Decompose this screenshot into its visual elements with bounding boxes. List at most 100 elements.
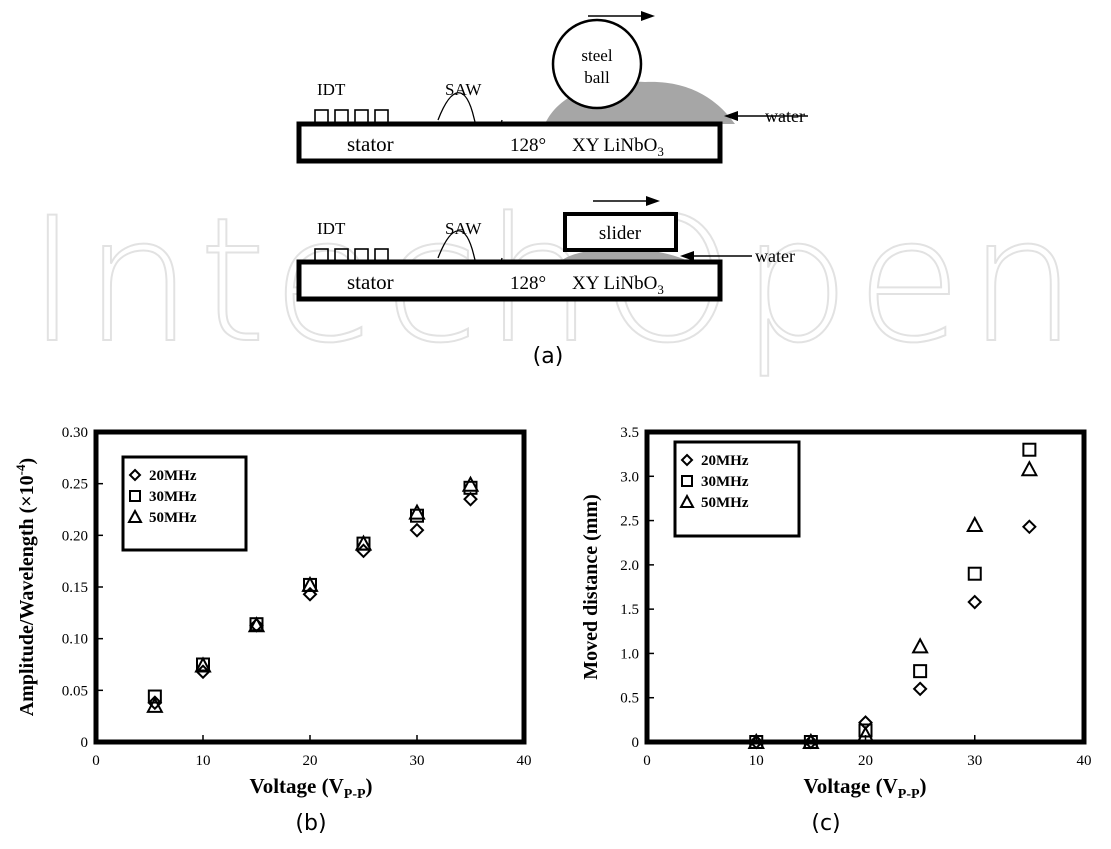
idt-label: IDT <box>317 80 346 99</box>
y-tick-label: 3.5 <box>620 425 639 441</box>
x-ticks: 0 10 20 30 40 <box>643 735 1092 769</box>
legend-label: 20MHz <box>701 453 749 469</box>
water-label: water <box>755 246 795 266</box>
legend-marker-diamond <box>128 468 142 482</box>
data-point-diamond <box>912 681 928 697</box>
y-tick-label: 0.30 <box>62 425 88 441</box>
caption-b: (b) <box>295 811 326 836</box>
y-axis-label-text: Amplitude/Wavelength (×10 <box>16 475 38 716</box>
x-tick-label: 40 <box>1077 753 1092 769</box>
slider-label: slider <box>599 223 642 244</box>
data-point-square <box>1022 442 1037 457</box>
stator-label: stator <box>347 270 394 294</box>
x-tick-label: 0 <box>643 753 651 769</box>
legend-label: 30MHz <box>701 474 749 490</box>
data-point-square <box>858 723 873 738</box>
y-axis-label-close: ) <box>16 458 38 465</box>
motion-arrowhead <box>641 11 655 21</box>
data-point-square <box>913 664 928 679</box>
x-tick-label: 30 <box>967 753 982 769</box>
y-axis-label: Moved distance (mm) <box>580 494 602 680</box>
legend-marker-triangle <box>679 493 695 508</box>
data-point-diamond <box>967 594 983 610</box>
y-tick-label: 0.10 <box>62 632 88 648</box>
x-tick-label: 0 <box>92 753 100 769</box>
crystal-label: XY LiNbO3 <box>572 135 664 159</box>
legend-marker-square <box>129 490 141 502</box>
legend-marker-diamond <box>680 453 694 467</box>
x-axis-label-close: ) <box>366 774 373 798</box>
y-tick-label: 1.5 <box>620 602 639 618</box>
x-axis-label-subscript: P-P <box>898 787 920 802</box>
chart-moved-distance: 0 0.5 1.0 1.5 2.0 2.5 3.0 3.5 0 10 20 30 40 20MHz 30… <box>580 425 1092 836</box>
y-tick-label: 1.0 <box>620 646 639 662</box>
data-point-triangle <box>194 656 212 673</box>
angle-label: 128° <box>510 273 546 294</box>
y-tick-label: 0.20 <box>62 528 88 544</box>
steel-ball <box>551 18 643 110</box>
x-axis-label-text: Voltage (V <box>803 774 897 798</box>
x-tick-label: 10 <box>196 753 211 769</box>
data-point-triangle <box>1020 460 1039 477</box>
legend-label: 50MHz <box>701 495 749 511</box>
legend-box <box>673 440 801 538</box>
stator-block <box>296 259 723 302</box>
data-point-triangle <box>747 732 765 749</box>
ball-label-line1: steel <box>581 46 612 65</box>
data-points <box>146 475 480 713</box>
stator-label: stator <box>347 132 394 156</box>
data-point-triangle <box>966 515 984 532</box>
y-axis-label: Amplitude/Wavelength (×10-4) <box>13 458 38 716</box>
chart-amplitude: 0 0.05 0.10 0.15 0.20 0.25 0.30 0 10 20 30 40 20MH… <box>13 425 532 836</box>
data-point-triangle <box>461 475 480 492</box>
y-ticks: 0 0.05 0.10 0.15 0.20 0.25 0.30 <box>62 425 103 751</box>
water-label: water <box>765 106 805 126</box>
x-axis-label: Voltage (VP-P) <box>249 774 372 802</box>
data-point-triangle <box>856 725 875 742</box>
legend-label: 20MHz <box>149 468 197 484</box>
caption-c: (c) <box>811 811 840 836</box>
x-axis-label-subscript: P-P <box>344 787 366 802</box>
data-point-triangle <box>301 575 319 592</box>
crystal-label: XY LiNbO3 <box>572 273 664 297</box>
x-tick-label: 20 <box>303 753 318 769</box>
data-point-triangle <box>408 503 426 520</box>
legend-label: 50MHz <box>149 510 197 526</box>
data-point-triangle <box>146 696 164 713</box>
data-point-diamond <box>356 543 371 559</box>
data-point-square <box>967 566 982 581</box>
slider-block <box>563 212 678 252</box>
water-pointer-head <box>680 251 694 261</box>
legend-label: 30MHz <box>149 489 197 505</box>
x-ticks: 0 10 20 30 40 <box>92 735 532 769</box>
stator-block <box>296 121 723 164</box>
legend: 20MHz 30MHz 50MHz <box>121 455 248 552</box>
motion-arrowhead <box>646 196 660 206</box>
legend-items: 20MHz 30MHz 50MHz <box>127 468 197 526</box>
y-tick-label: 2.5 <box>620 514 639 530</box>
data-point-diamond <box>147 695 163 711</box>
y-tick-label: 0.5 <box>620 691 639 707</box>
diagram-top: IDT SAW stator 128° XY LiNbO3 steel ball… <box>296 11 808 164</box>
caption-a: (a) <box>533 344 564 369</box>
data-point-diamond <box>302 586 318 602</box>
crystal-subscript: 3 <box>657 144 664 159</box>
data-point-diamond <box>463 491 478 507</box>
ball-label-line2: ball <box>584 68 610 87</box>
crystal-name: XY LiNbO <box>572 273 657 294</box>
data-point-triangle <box>802 732 820 749</box>
angle-label: 128° <box>510 135 546 156</box>
data-point-diamond <box>1021 519 1037 535</box>
y-tick-label: 3.0 <box>620 469 639 485</box>
y-tick-label: 0.25 <box>62 477 88 493</box>
x-tick-label: 10 <box>749 753 764 769</box>
x-tick-label: 40 <box>517 753 532 769</box>
crystal-name: XY LiNbO <box>572 135 657 156</box>
x-tick-label: 20 <box>858 753 873 769</box>
diagram-bottom: IDT SAW stator 128° XY LiNbO3 slider wat… <box>296 196 795 302</box>
idt-label: IDT <box>317 219 346 238</box>
legend: 20MHz 30MHz 50MHz <box>673 440 801 538</box>
data-point-triangle <box>911 637 929 654</box>
legend-marker-square <box>681 475 693 487</box>
